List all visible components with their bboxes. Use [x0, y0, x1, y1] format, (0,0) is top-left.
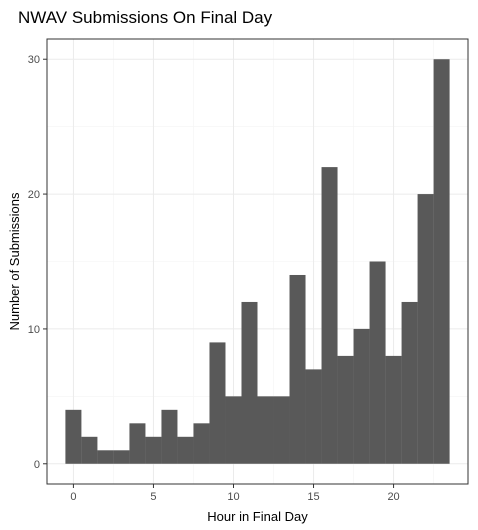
histogram-bar [161, 409, 178, 464]
histogram-bar [241, 301, 258, 464]
y-tick-label: 20 [28, 189, 40, 201]
histogram-bar [369, 261, 386, 464]
histogram-bar [193, 423, 210, 464]
histogram-bar [81, 436, 98, 464]
y-tick-label: 10 [28, 324, 40, 336]
x-tick-label: 10 [227, 491, 239, 503]
histogram-bar [305, 369, 322, 464]
histogram-bar [289, 274, 306, 464]
x-tick-label: 15 [307, 491, 319, 503]
bars [65, 59, 450, 464]
histogram-bar [177, 436, 194, 464]
histogram-bar [97, 450, 114, 464]
histogram-bar [337, 355, 354, 464]
histogram-bar [129, 423, 146, 464]
histogram-bar [65, 409, 82, 464]
histogram-bar [257, 396, 274, 464]
histogram-bar [417, 194, 434, 464]
histogram-bar [433, 59, 450, 464]
y-axis-title: Number of Submissions [7, 192, 22, 330]
histogram-bar [321, 167, 338, 464]
x-tick-label: 0 [70, 491, 76, 503]
x-axis-title: Hour in Final Day [207, 509, 308, 524]
y-tick-label: 0 [34, 459, 40, 471]
histogram-bar [385, 355, 402, 464]
histogram-bar [401, 301, 418, 464]
histogram-bar [353, 328, 370, 464]
histogram-bar [209, 342, 226, 464]
histogram-bar [145, 436, 162, 464]
x-tick-label: 20 [387, 491, 399, 503]
histogram-bar [273, 396, 290, 464]
histogram-bar [113, 450, 130, 464]
y-tick-label: 30 [28, 54, 40, 66]
histogram-bar [225, 396, 242, 464]
panel-border [46, 38, 469, 485]
chart-title: NWAV Submissions On Final Day [18, 8, 273, 27]
x-tick-label: 5 [150, 491, 156, 503]
axes: 0 5 10 15 20 0 10 20 30 [28, 54, 400, 503]
